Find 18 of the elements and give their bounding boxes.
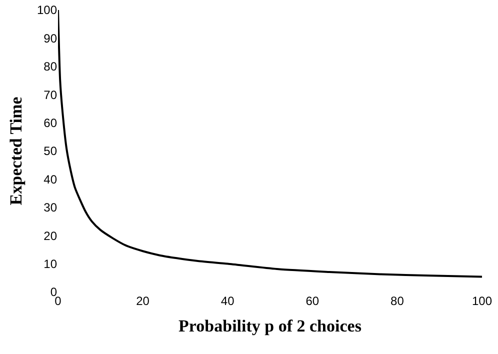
y-tick-label: 40 [44, 172, 58, 186]
x-tick-label: 20 [136, 294, 150, 308]
y-tick-label: 20 [44, 228, 58, 243]
y-tick-label: 50 [44, 144, 58, 158]
y-axis-title: Expected Time [6, 96, 26, 206]
x-tick-label: 100 [472, 294, 492, 308]
y-tick-label: 90 [44, 31, 58, 46]
y-tick-label: 30 [44, 200, 58, 215]
y-tick-label: 100 [36, 3, 58, 18]
x-tick-label: 40 [220, 294, 235, 308]
y-tick-label: 80 [44, 60, 58, 74]
x-tick-label: 80 [390, 294, 404, 308]
y-tick-label: 10 [44, 257, 58, 271]
y-tick-label: 60 [44, 116, 58, 130]
x-tick-label: 60 [306, 294, 320, 308]
y-tick-label: 70 [44, 88, 58, 102]
x-axis-title: Probability p of 2 choices [178, 316, 362, 336]
line-series [58, 10, 482, 278]
